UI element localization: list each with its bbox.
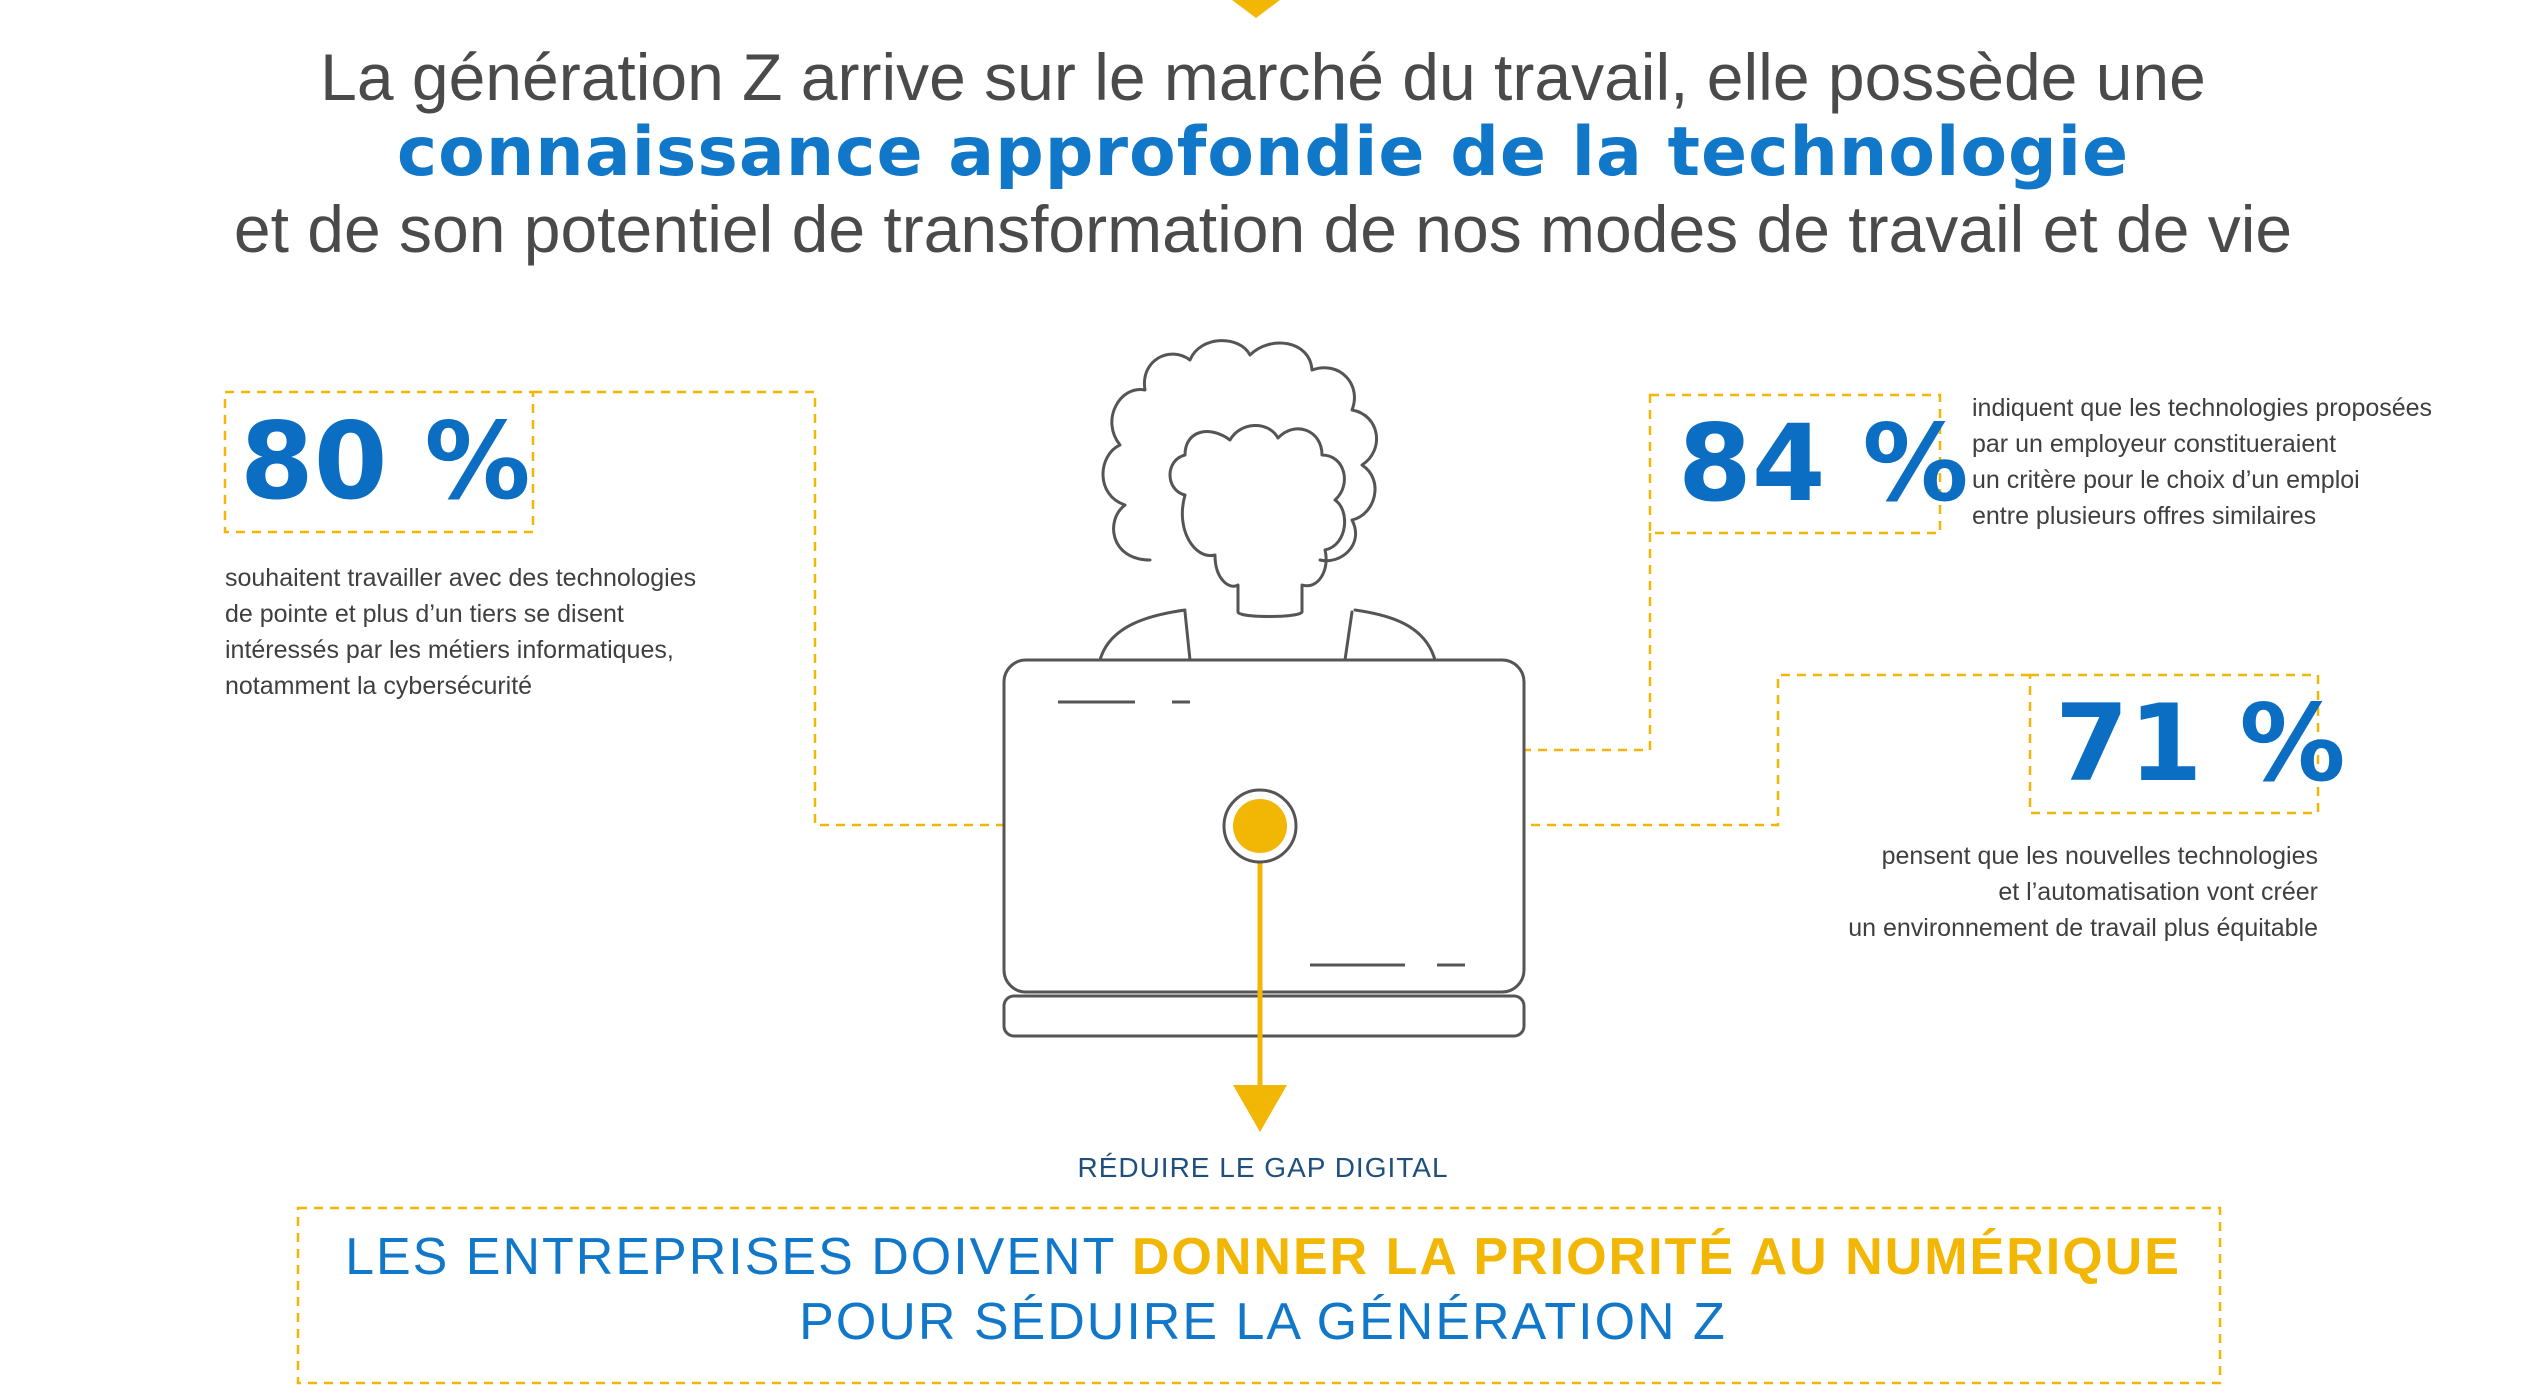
stat-80-desc-line: notamment la cybersécurité (225, 672, 533, 700)
stat-80-desc-line: intéressés par les métiers informatiques… (225, 636, 674, 664)
target-dot-icon (1233, 799, 1287, 853)
stat-71-description: pensent que les nouvelles technologies e… (1700, 838, 2318, 946)
cta-frame (296, 1206, 2222, 1385)
arrow-label: RÉDUIRE LE GAP DIGITAL (1077, 1152, 1449, 1183)
stat-71-frame (2028, 673, 2320, 815)
headline-line-3: et de son potentiel de transformation de… (233, 192, 2293, 266)
stat-80-description: souhaitent travailler avec des technolog… (225, 560, 696, 704)
stat-71-desc-line: un environnement de travail plus équitab… (1848, 914, 2318, 942)
stat-80-value: 80 % (240, 400, 531, 523)
stat-84-desc-line: indiquent que les technologies proposées (1972, 394, 2433, 422)
headline-line-2: connaissance approfondie de la technolog… (396, 113, 2130, 192)
stat-80-desc-line: de pointe et plus d’un tiers se disent (225, 600, 624, 628)
cta-line-2: POUR SÉDUIRE LA GÉNÉRATION Z (799, 1293, 1727, 1351)
stat-71-desc-line: pensent que les nouvelles technologies (1881, 842, 2318, 870)
cta-prefix: LES ENTREPRISES DOIVENT (345, 1228, 1132, 1286)
stat-80-desc-line: souhaitent travailler avec des technolog… (225, 564, 697, 592)
stat-84-desc-line: par un employeur constitueraient (1972, 430, 2337, 458)
top-arrow-icon (1232, 0, 1280, 18)
cta-line-1: LES ENTREPRISES DOIVENT DONNER LA PRIORI… (0, 1225, 2526, 1289)
down-arrow-icon (1233, 1085, 1287, 1132)
stat-84-desc-line: entre plusieurs offres similaires (1972, 502, 2317, 530)
stat-71-value: 71 % (2055, 682, 2346, 805)
cta-highlight: DONNER LA PRIORITÉ AU NUMÉRIQUE (1131, 1228, 2181, 1286)
stat-71-desc-line: et l’automatisation vont créer (1998, 878, 2318, 906)
connector-80 (533, 390, 1228, 827)
headline-line-1: La génération Z arrive sur le marché du … (320, 40, 2206, 114)
stat-84-desc-line: un critère pour le choix d’un emploi (1972, 466, 2360, 494)
stat-84-value: 84 % (1678, 402, 1969, 525)
stat-84-description: indiquent que les technologies proposées… (1972, 390, 2432, 534)
stat-84-frame (1648, 393, 1942, 535)
person-icon (1098, 339, 1437, 662)
connector-71 (1292, 673, 2030, 827)
